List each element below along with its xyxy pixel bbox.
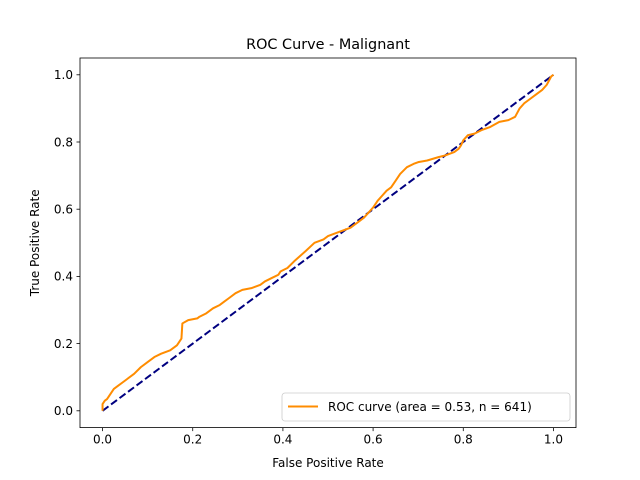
y-tick-label: 0.6: [54, 203, 73, 217]
x-axis-label: False Positive Rate: [272, 456, 384, 470]
legend: ROC curve (area = 0.53, n = 641): [281, 392, 571, 422]
roc-curve-line: [101, 73, 555, 411]
x-tick-label: 0.8: [454, 433, 473, 447]
plot-area: [101, 73, 555, 412]
y-tick-label: 0.0: [54, 404, 73, 418]
x-tick-label: 0.6: [364, 433, 383, 447]
y-tick-label: 0.8: [54, 135, 73, 149]
legend-box: [281, 392, 571, 422]
x-axis-ticks: 0.0 0.2 0.4 0.6 0.8 1.0: [93, 427, 563, 447]
legend-label-roc: ROC curve (area = 0.53, n = 641): [328, 400, 532, 414]
y-tick-label: 0.2: [54, 337, 73, 351]
y-axis-label: True Positive Rate: [28, 189, 42, 297]
axes-frame: [79, 57, 577, 429]
x-tick-label: 0.0: [93, 433, 112, 447]
y-axis-ticks: 0.0 0.2 0.4 0.6 0.8 1.0: [54, 68, 80, 418]
y-tick-label: 1.0: [54, 68, 73, 82]
x-tick-label: 1.0: [544, 433, 563, 447]
y-tick-label: 0.4: [54, 270, 73, 284]
chart-title: ROC Curve - Malignant: [246, 37, 410, 53]
x-tick-label: 0.2: [183, 433, 202, 447]
x-tick-label: 0.4: [273, 433, 292, 447]
